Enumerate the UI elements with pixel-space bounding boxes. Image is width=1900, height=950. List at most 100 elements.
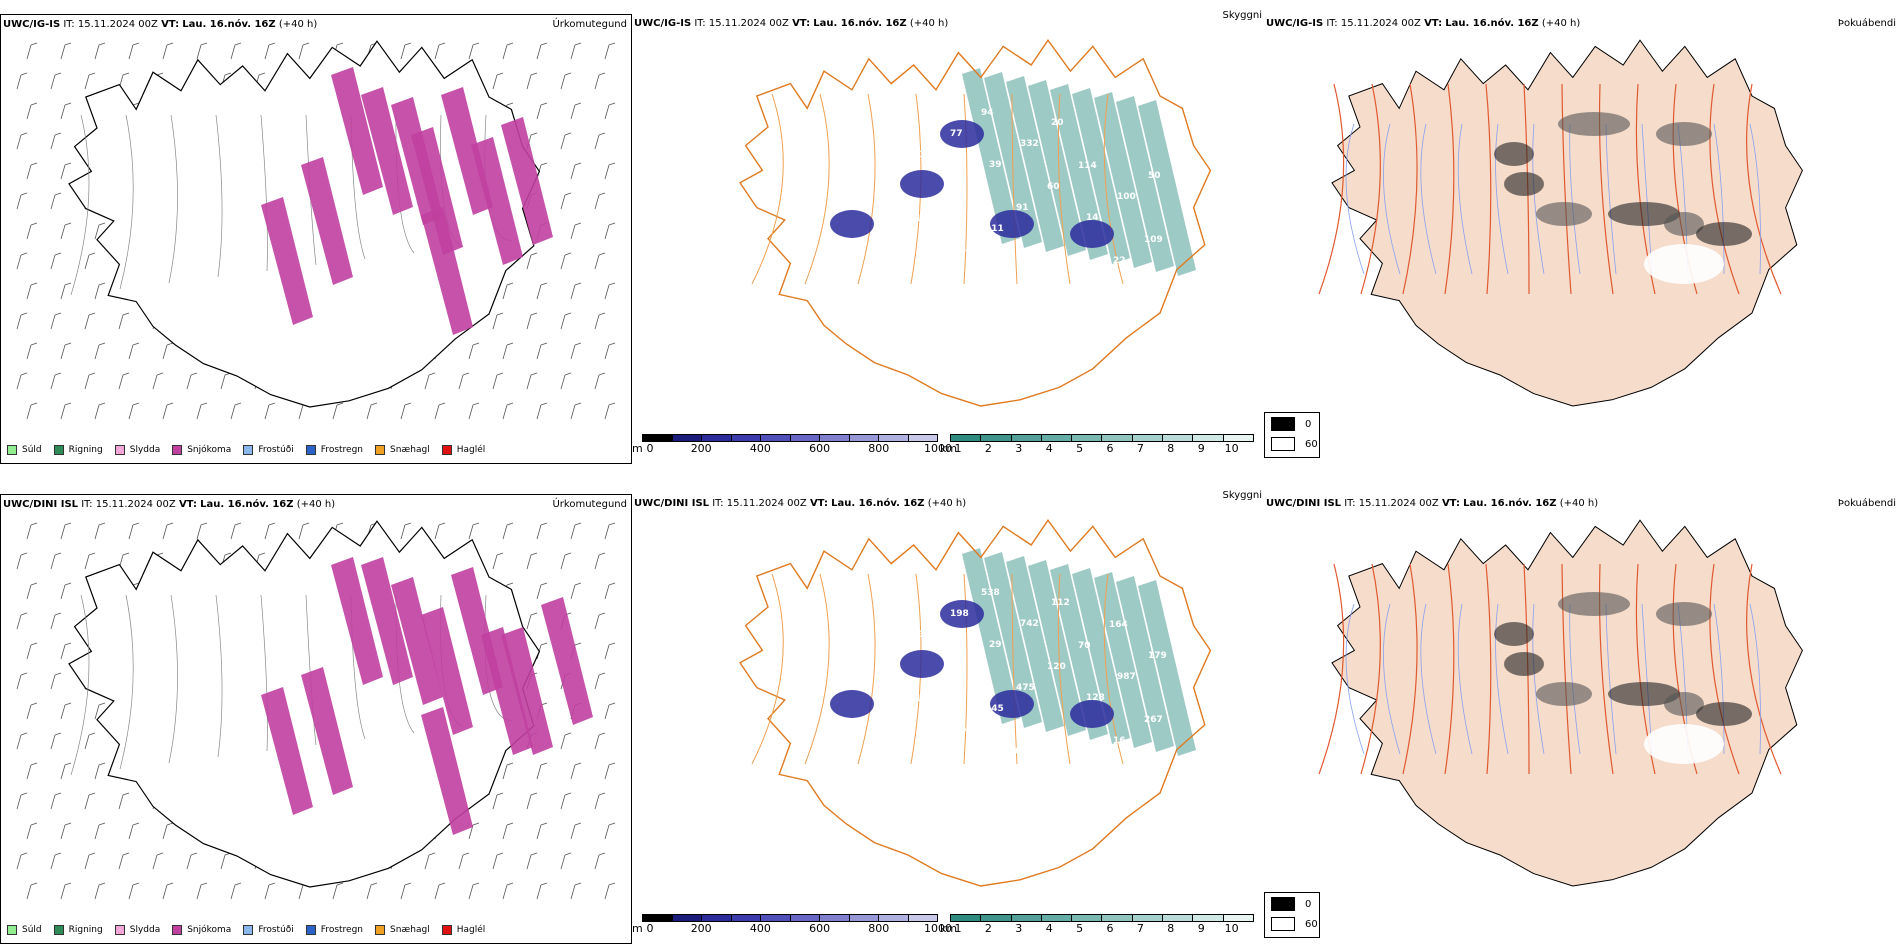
wind-barb xyxy=(604,342,616,360)
legend-label: Súld xyxy=(22,445,42,455)
wind-barb xyxy=(26,402,38,420)
cloudbase-label: 113 xyxy=(915,214,934,224)
cloudbase-label: 865 xyxy=(954,725,973,735)
legend-item: Slydda xyxy=(114,923,160,937)
wind-barb xyxy=(594,72,606,90)
vt-label: VT: xyxy=(161,19,180,30)
road-line xyxy=(168,114,178,284)
wind-barb xyxy=(94,702,106,720)
road-line xyxy=(857,573,876,765)
wind-barb xyxy=(196,402,208,420)
wind-barb xyxy=(570,42,582,60)
wind-barb xyxy=(84,852,96,870)
wind-barb xyxy=(26,642,38,660)
wind-barb xyxy=(570,582,582,600)
colorbar-tick-label: 8 xyxy=(1167,442,1175,455)
cloudbase-area xyxy=(830,690,874,718)
wind-barb xyxy=(468,822,480,840)
wind-barb xyxy=(604,282,616,300)
road-line xyxy=(1598,83,1614,295)
colorbar-tick-label: 3 xyxy=(1015,442,1023,455)
precip-type-panel-1: UWC/IG-IS IT: 15.11.2024 00Z VT: Lau. 16… xyxy=(0,14,632,464)
colorbar-bin xyxy=(879,435,909,441)
colorbar-bin xyxy=(672,915,702,921)
visibility-area xyxy=(1116,576,1174,752)
visibility-area xyxy=(962,548,1020,724)
wind-barb xyxy=(570,762,582,780)
vt-label: VT: xyxy=(178,499,197,510)
field-name: Skyggni xyxy=(1222,10,1262,21)
wind-barb xyxy=(128,822,140,840)
road-line xyxy=(804,93,830,285)
wind-barb xyxy=(128,882,140,900)
road-line xyxy=(963,93,968,285)
cloudbase-label: 198 xyxy=(950,609,969,619)
legend-swatch xyxy=(7,445,17,455)
wind-barb xyxy=(26,342,38,360)
visibility-area xyxy=(1138,100,1196,276)
wind-barb xyxy=(604,222,616,240)
wind-barb xyxy=(468,882,480,900)
wind-barb xyxy=(526,72,538,90)
river-line xyxy=(1495,603,1509,755)
it-label: IT: xyxy=(63,19,75,30)
cloudbase-label: 16 xyxy=(1113,736,1126,746)
wind-barb xyxy=(298,522,310,540)
wind-barb xyxy=(50,132,62,150)
lead-time: (+40 h) xyxy=(1541,18,1581,29)
road-line xyxy=(168,594,178,764)
legend-label: Snjókoma xyxy=(187,445,232,455)
colorbar-tick-label: 400 xyxy=(749,442,771,455)
river-line xyxy=(1383,603,1401,755)
colorbar-bin xyxy=(731,435,761,441)
road-line xyxy=(857,93,876,285)
legend-item: Haglél xyxy=(441,443,485,457)
road-line xyxy=(1057,573,1071,765)
colorbar-bin xyxy=(1163,915,1194,921)
wind-barb xyxy=(560,192,572,210)
wind-barb xyxy=(26,282,38,300)
model-name: UWC/DINI ISL xyxy=(634,498,710,509)
colorbar-tick-label: 1000 xyxy=(924,922,952,935)
wind-barb xyxy=(570,882,582,900)
legend-item: Snjókoma xyxy=(172,923,231,937)
visibility-area xyxy=(1116,96,1174,272)
wind-barb xyxy=(230,882,242,900)
colorbar-tick-label: 0 xyxy=(646,442,654,455)
fog-legend-swatch xyxy=(1271,417,1295,431)
road-line xyxy=(1360,563,1381,775)
vt-label: VT: xyxy=(1424,18,1443,29)
model-name: UWC/IG-IS xyxy=(634,18,692,29)
cloudbase-label: 126 xyxy=(915,694,934,704)
colorbar-unit: m xyxy=(632,442,643,455)
legend-label: Frostregn xyxy=(320,445,364,455)
wind-barb xyxy=(502,822,514,840)
wind-barb xyxy=(220,852,232,870)
colorbar-tick-label: 200 xyxy=(690,442,712,455)
fog-legend-item: 0 xyxy=(1271,897,1311,911)
wind-barb xyxy=(60,222,72,240)
cloudbase-area xyxy=(1070,700,1114,728)
cloudbase-area xyxy=(900,650,944,678)
colorbar-bin xyxy=(1102,915,1133,921)
legend-item: Snjókoma xyxy=(172,443,231,457)
vt-value: Lau. 16.nóv. 16Z xyxy=(1445,18,1539,29)
wind-barb xyxy=(400,42,412,60)
colorbar-tick-label: 7 xyxy=(1136,922,1144,935)
snowfall-area xyxy=(481,627,533,755)
colorbar-bin xyxy=(761,435,791,441)
wind-barb xyxy=(26,102,38,120)
fog-legend-value: 0 xyxy=(1305,418,1312,430)
wind-barb xyxy=(118,312,130,330)
wind-barb xyxy=(50,252,62,270)
cloudbase-label: 987 xyxy=(1117,672,1136,682)
wind-barb xyxy=(502,402,514,420)
vt-value: Lau. 16.nóv. 16Z xyxy=(831,498,925,509)
cloudbase-area xyxy=(940,600,984,628)
fog-legend: 0 60 xyxy=(1264,412,1320,458)
visibility-area xyxy=(1006,556,1064,732)
river-line xyxy=(1345,123,1365,275)
vt-value: Lau. 16.nóv. 16Z xyxy=(200,499,294,510)
wind-barb xyxy=(536,102,548,120)
visibility-area xyxy=(1072,568,1130,744)
